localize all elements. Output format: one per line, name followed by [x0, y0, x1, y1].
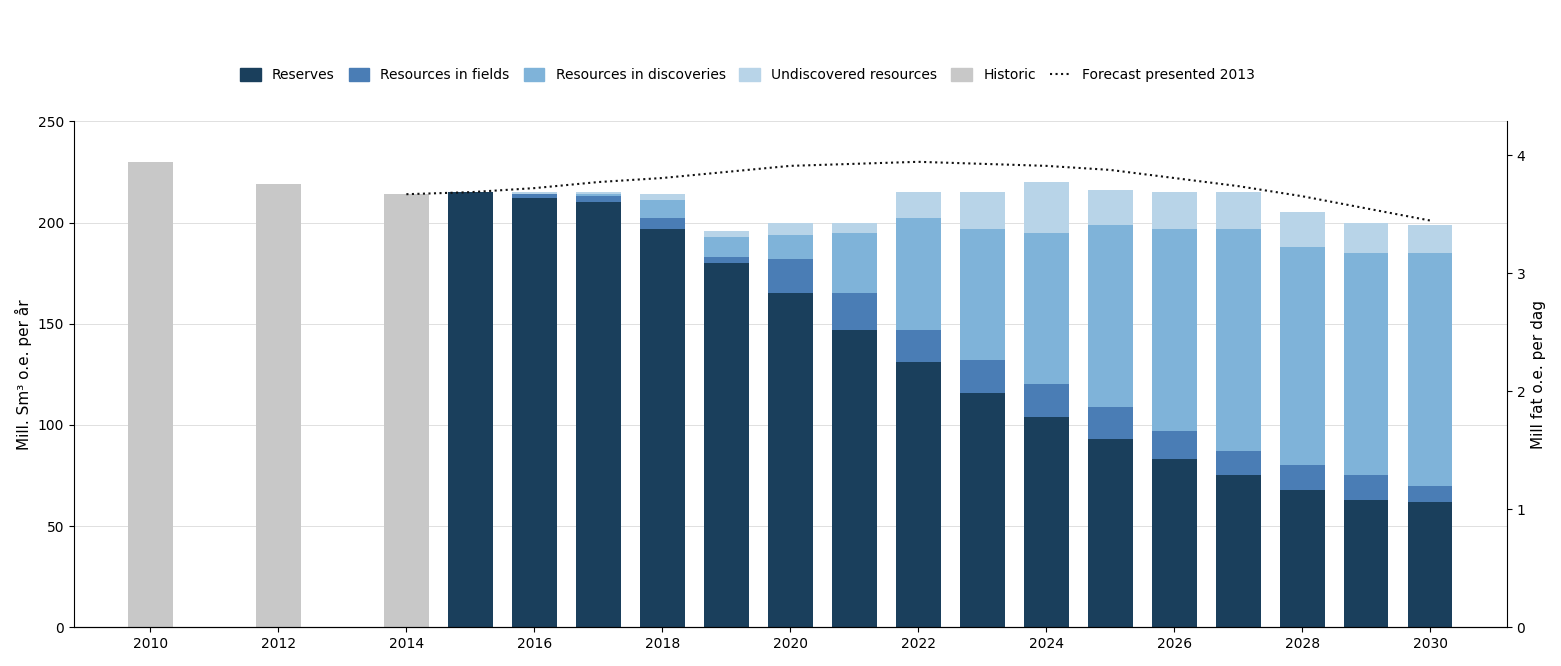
Bar: [960, 360, 1005, 392]
Bar: [1088, 439, 1133, 627]
Bar: [704, 257, 749, 263]
Bar: [1280, 466, 1324, 490]
Bar: [512, 194, 557, 198]
Bar: [1408, 253, 1452, 486]
Bar: [1152, 431, 1197, 460]
Bar: [1024, 182, 1069, 232]
Bar: [1024, 417, 1069, 627]
Bar: [1216, 476, 1261, 627]
Bar: [832, 232, 877, 293]
Bar: [960, 228, 1005, 360]
Bar: [640, 194, 685, 200]
Bar: [1088, 407, 1133, 439]
Bar: [1152, 192, 1197, 228]
Bar: [768, 222, 813, 234]
Bar: [256, 184, 301, 627]
Bar: [896, 192, 941, 218]
Bar: [832, 293, 877, 330]
Bar: [896, 218, 941, 330]
Bar: [832, 222, 877, 232]
Bar: [960, 192, 1005, 228]
Bar: [1280, 247, 1324, 466]
Bar: [896, 330, 941, 362]
Bar: [896, 362, 941, 627]
Bar: [512, 192, 557, 194]
Bar: [1408, 486, 1452, 501]
Bar: [1216, 192, 1261, 228]
Bar: [1344, 476, 1388, 500]
Bar: [1408, 224, 1452, 253]
Bar: [640, 228, 685, 627]
Bar: [1152, 228, 1197, 431]
Bar: [768, 259, 813, 293]
Bar: [640, 218, 685, 228]
Bar: [576, 194, 621, 196]
Bar: [128, 162, 173, 627]
Bar: [1216, 451, 1261, 476]
Bar: [1088, 190, 1133, 224]
Bar: [1408, 501, 1452, 627]
Bar: [448, 192, 493, 627]
Bar: [512, 198, 557, 627]
Legend: Reserves, Resources in fields, Resources in discoveries, Undiscovered resources,: Reserves, Resources in fields, Resources…: [234, 63, 1260, 88]
Bar: [384, 194, 429, 627]
Y-axis label: Mill. Sm³ o.e. per år: Mill. Sm³ o.e. per år: [16, 299, 33, 450]
Bar: [704, 263, 749, 627]
Bar: [1344, 500, 1388, 627]
Bar: [704, 236, 749, 257]
Bar: [1216, 228, 1261, 451]
Bar: [1088, 224, 1133, 407]
Bar: [1024, 384, 1069, 417]
Bar: [768, 293, 813, 627]
Bar: [1344, 222, 1388, 253]
Bar: [832, 330, 877, 627]
Bar: [1280, 490, 1324, 627]
Bar: [960, 392, 1005, 627]
Y-axis label: Mill fat o.e. per dag: Mill fat o.e. per dag: [1531, 300, 1545, 449]
Bar: [576, 192, 621, 194]
Bar: [768, 234, 813, 259]
Bar: [1024, 232, 1069, 384]
Bar: [704, 230, 749, 236]
Bar: [576, 196, 621, 202]
Bar: [1280, 212, 1324, 247]
Bar: [1152, 460, 1197, 627]
Bar: [640, 200, 685, 218]
Bar: [1344, 253, 1388, 476]
Bar: [576, 202, 621, 627]
